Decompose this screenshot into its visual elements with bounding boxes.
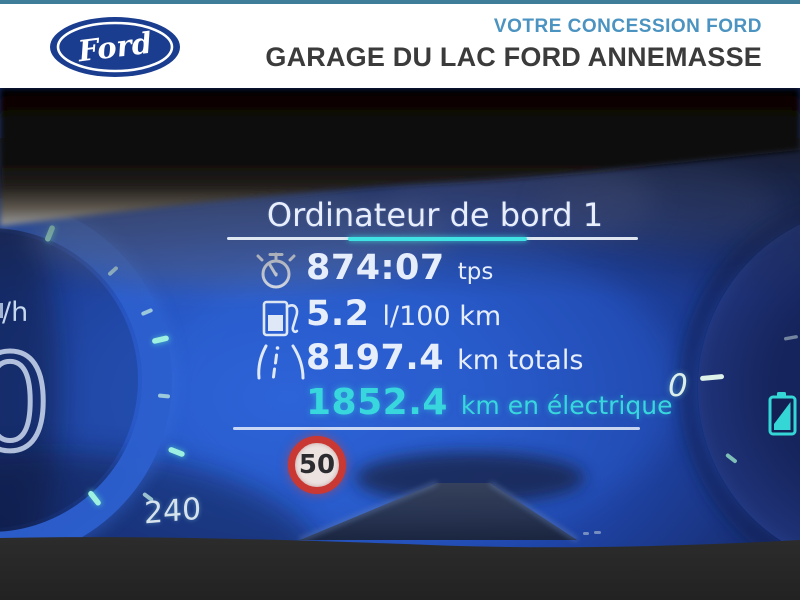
header-top-rule bbox=[0, 0, 800, 4]
fuel-pump-icon bbox=[262, 300, 299, 337]
instrument-cluster-photo: Ordinateur de bord 1 874:07 tps 5.2 l/10… bbox=[0, 88, 800, 600]
distant-vehicle-glyph bbox=[583, 531, 601, 535]
road-icon bbox=[257, 344, 305, 380]
speed-limit-sign: 50 bbox=[288, 436, 346, 494]
electric-distance-value: 1852.4 bbox=[306, 382, 448, 423]
battery-icon bbox=[768, 392, 797, 436]
trip-time-value: 874:07 bbox=[306, 248, 445, 288]
trip-row-distance: 8197.4 km totals bbox=[254, 338, 583, 378]
section-divider-line bbox=[233, 427, 640, 430]
fuel-consumption-value: 5.2 bbox=[306, 294, 370, 334]
fuel-consumption-unit: l/100 km bbox=[382, 301, 502, 332]
electric-distance-unit: km en électrique bbox=[460, 391, 673, 420]
speed-limit-value: 50 bbox=[298, 450, 336, 480]
road-ahead-graphic bbox=[299, 452, 585, 542]
trip-row-time: 874:07 tps bbox=[254, 248, 493, 288]
trip-computer-title: Ordinateur de bord 1 bbox=[266, 196, 604, 234]
speedometer-max-label: 240 bbox=[143, 491, 202, 532]
trip-time-unit: tps bbox=[457, 259, 494, 285]
cluster-scene bbox=[0, 88, 800, 600]
trip-row-electric-distance: 1852.4 km en électrique bbox=[254, 382, 672, 423]
dashboard-hood bbox=[0, 88, 800, 226]
speed-unit-label: /h bbox=[2, 297, 29, 328]
dealer-tagline: VOTRE CONCESSION FORD bbox=[493, 16, 762, 37]
title-underline-accent bbox=[348, 237, 527, 241]
current-speed-value: 0 bbox=[0, 327, 54, 481]
battery-gauge-pod bbox=[679, 203, 800, 573]
total-distance-unit: km totals bbox=[457, 345, 584, 376]
ford-logo-icon: Ford bbox=[50, 17, 180, 77]
dealer-header: Ford VOTRE CONCESSION FORD GARAGE DU LAC… bbox=[0, 4, 800, 88]
speedometer-gauge bbox=[0, 197, 186, 563]
trip-row-consumption: 5.2 l/100 km bbox=[254, 294, 501, 334]
bottom-dash-band bbox=[0, 537, 800, 600]
dealer-name: GARAGE DU LAC FORD ANNEMASSE bbox=[265, 42, 762, 72]
battery-gauge-zero-label: 0 bbox=[668, 368, 688, 404]
dealer-text-block: VOTRE CONCESSION FORD GARAGE DU LAC FORD… bbox=[265, 14, 762, 74]
total-distance-value: 8197.4 bbox=[306, 338, 445, 378]
title-underline bbox=[227, 237, 638, 241]
